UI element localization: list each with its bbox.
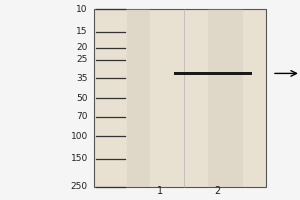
- Text: 20: 20: [76, 43, 88, 52]
- Text: 2: 2: [214, 186, 220, 196]
- Bar: [174, 72, 252, 75]
- Text: 15: 15: [76, 27, 88, 36]
- Text: 50: 50: [76, 94, 88, 103]
- Text: 10: 10: [76, 5, 88, 14]
- Text: 25: 25: [76, 55, 88, 64]
- Text: 250: 250: [70, 182, 88, 191]
- Bar: [94, 9, 266, 187]
- Text: 150: 150: [70, 154, 88, 163]
- Bar: [128, 9, 150, 187]
- Text: 1: 1: [157, 186, 163, 196]
- Text: 35: 35: [76, 74, 88, 83]
- Bar: [208, 9, 242, 187]
- Text: 100: 100: [70, 132, 88, 141]
- Text: 70: 70: [76, 112, 88, 121]
